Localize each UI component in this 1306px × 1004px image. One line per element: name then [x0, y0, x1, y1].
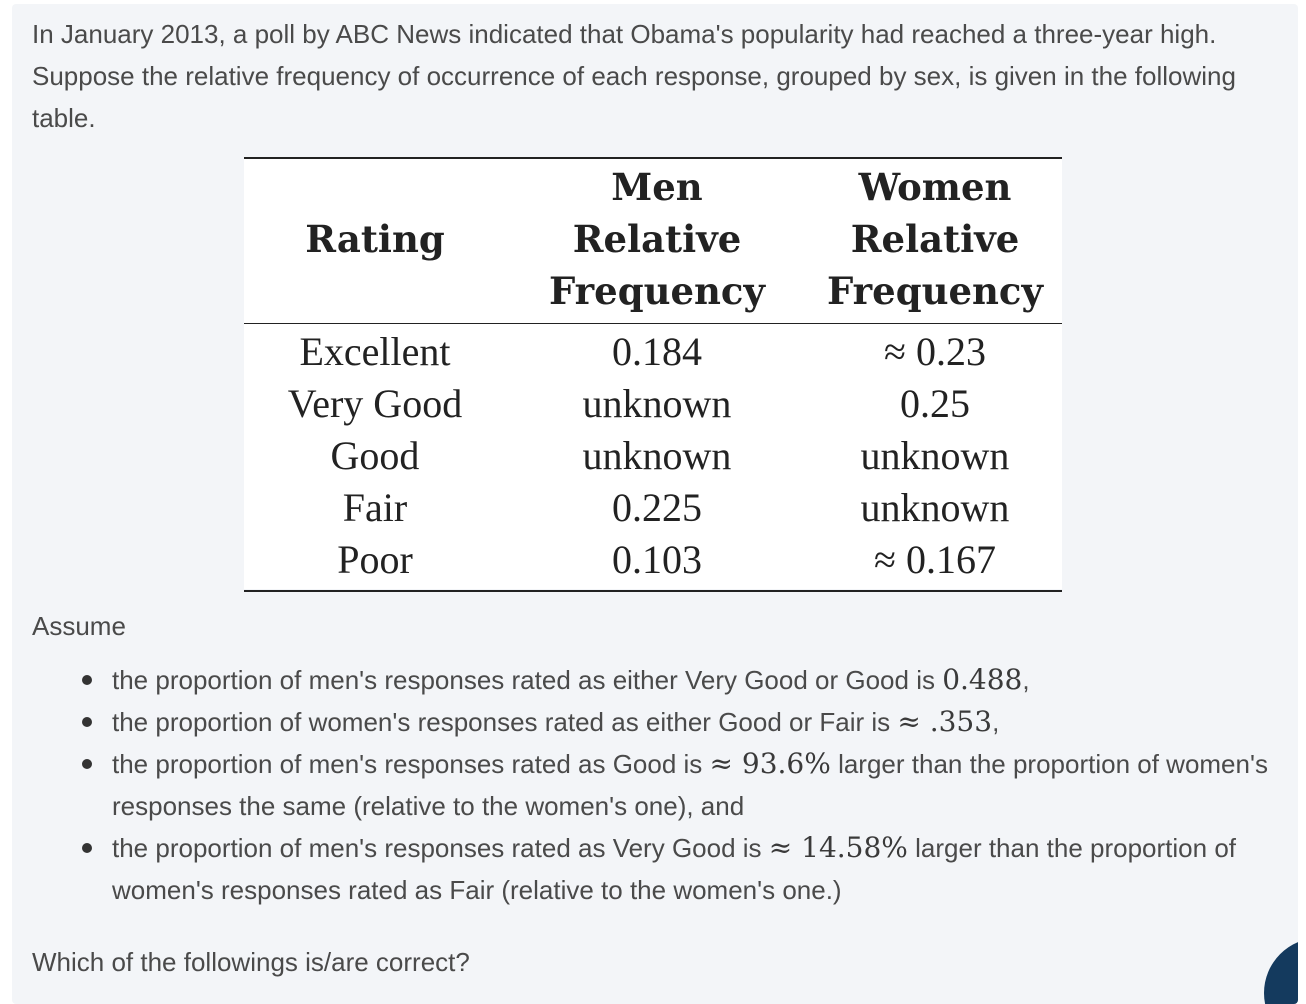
frequency-table-container: Rating Men Relative Frequency Women Rela…	[244, 157, 1062, 592]
condition-text-after: larger than the proportion of women's re…	[112, 749, 1268, 821]
cell-rating: Very Good	[287, 381, 463, 426]
question-card: In January 2013, a poll by ABC News indi…	[12, 4, 1298, 1004]
table-row: Very Good unknown 0.25	[244, 378, 1062, 430]
assume-label: Assume	[32, 611, 126, 641]
cell-men: 0.184	[612, 329, 702, 374]
condition-text: the proportion of men's responses rated …	[112, 665, 943, 695]
table-row: Excellent 0.184 ≈ 0.23	[244, 324, 1062, 379]
cell-rating: Fair	[342, 485, 408, 530]
header-men-line-1: Men	[611, 165, 703, 209]
intro-paragraph: In January 2013, a poll by ABC News indi…	[32, 19, 1236, 133]
header-rating: Rating	[305, 217, 445, 261]
condition-text: the proportion of men's responses rated …	[112, 833, 769, 863]
table-header-row: Rating Men Relative Frequency Women Rela…	[244, 158, 1062, 324]
floating-action-button[interactable]	[1264, 938, 1298, 1004]
list-item: the proportion of women's responses rate…	[82, 701, 1298, 743]
conditions-list: the proportion of men's responses rated …	[72, 659, 1298, 911]
cell-rating: Poor	[337, 537, 413, 582]
cell-rating: Excellent	[299, 329, 451, 374]
header-men: Men Relative Frequency	[506, 158, 808, 324]
condition-math: ≈ 93.6%	[709, 747, 831, 780]
table-row: Fair 0.225 unknown	[244, 482, 1062, 534]
cell-women: 0.25	[900, 381, 970, 426]
condition-math: 0.488	[942, 663, 1023, 696]
condition-text: the proportion of women's responses rate…	[112, 707, 898, 737]
condition-text: the proportion of men's responses rated …	[112, 749, 710, 779]
header-women-line-2: Relative	[850, 217, 1020, 261]
header-women-line-1: Women	[858, 165, 1012, 209]
question-prompt: Which of the followings is/are correct?	[32, 947, 470, 977]
cell-women: unknown	[860, 485, 1010, 530]
list-item: the proportion of men's responses rated …	[82, 827, 1298, 911]
condition-text-after: ,	[1022, 665, 1030, 695]
table-row: Good unknown unknown	[244, 430, 1062, 482]
cell-women: ≈ 0.23	[884, 329, 986, 374]
frequency-table: Rating Men Relative Frequency Women Rela…	[244, 157, 1062, 592]
cell-women: ≈ 0.167	[874, 537, 996, 582]
list-item: the proportion of men's responses rated …	[82, 659, 1298, 701]
cell-men: 0.225	[612, 485, 702, 530]
list-item: the proportion of men's responses rated …	[82, 743, 1298, 827]
cell-men: unknown	[582, 433, 732, 478]
condition-math: ≈ .353	[897, 705, 993, 738]
header-women-line-3: Frequency	[827, 269, 1043, 313]
condition-text-after: ,	[992, 707, 1000, 737]
cell-men: unknown	[582, 381, 732, 426]
condition-math: ≈ 14.58%	[768, 831, 908, 864]
condition-text-after: larger than the proportion of women's re…	[112, 833, 1237, 905]
header-men-line-3: Frequency	[549, 269, 765, 313]
cell-rating: Good	[330, 433, 420, 478]
header-women: Women Relative Frequency	[808, 158, 1062, 324]
cell-women: unknown	[860, 433, 1010, 478]
header-men-line-2: Relative	[572, 217, 742, 261]
table-row: Poor 0.103 ≈ 0.167	[244, 534, 1062, 591]
cell-men: 0.103	[612, 537, 702, 582]
